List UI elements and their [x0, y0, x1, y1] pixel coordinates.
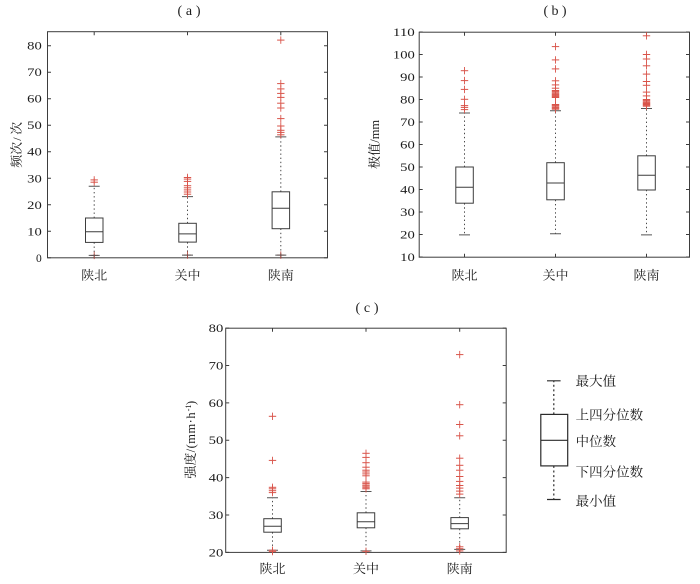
svg-text:110: 110 — [393, 27, 415, 39]
svg-text:70: 70 — [400, 117, 415, 129]
svg-text:100: 100 — [393, 50, 415, 62]
svg-text:10: 10 — [27, 226, 42, 238]
svg-text:/(mm·h: /(mm·h — [184, 412, 198, 453]
svg-text:30: 30 — [400, 207, 415, 219]
svg-text:40: 40 — [400, 185, 415, 197]
svg-text:/: / — [10, 137, 24, 141]
svg-text:( c ): ( c ) — [356, 301, 379, 316]
svg-text:50: 50 — [400, 162, 415, 174]
svg-text:50: 50 — [27, 120, 42, 132]
svg-text:10: 10 — [400, 252, 415, 264]
svg-text:60: 60 — [209, 398, 224, 410]
svg-text:50: 50 — [209, 435, 224, 447]
svg-text:80: 80 — [400, 95, 415, 107]
svg-text:-1: -1 — [183, 404, 193, 411]
svg-text:20: 20 — [209, 547, 224, 559]
svg-text:40: 40 — [209, 473, 224, 485]
svg-text:20: 20 — [400, 230, 415, 242]
svg-text:40: 40 — [27, 147, 42, 159]
svg-text:70: 70 — [27, 67, 42, 79]
svg-text:0: 0 — [36, 253, 42, 265]
svg-text:60: 60 — [27, 94, 42, 106]
svg-text:60: 60 — [400, 140, 415, 152]
svg-text:): ) — [184, 401, 198, 405]
svg-text:80: 80 — [209, 323, 224, 335]
svg-text:/mm: /mm — [368, 120, 382, 143]
svg-text:80: 80 — [27, 41, 42, 53]
svg-text:( a ): ( a ) — [178, 4, 201, 19]
svg-text:70: 70 — [209, 361, 224, 373]
svg-text:30: 30 — [209, 510, 224, 522]
svg-text:30: 30 — [27, 173, 42, 185]
svg-text:20: 20 — [27, 200, 42, 212]
svg-text:90: 90 — [400, 72, 415, 84]
svg-text:( b ): ( b ) — [544, 4, 567, 19]
